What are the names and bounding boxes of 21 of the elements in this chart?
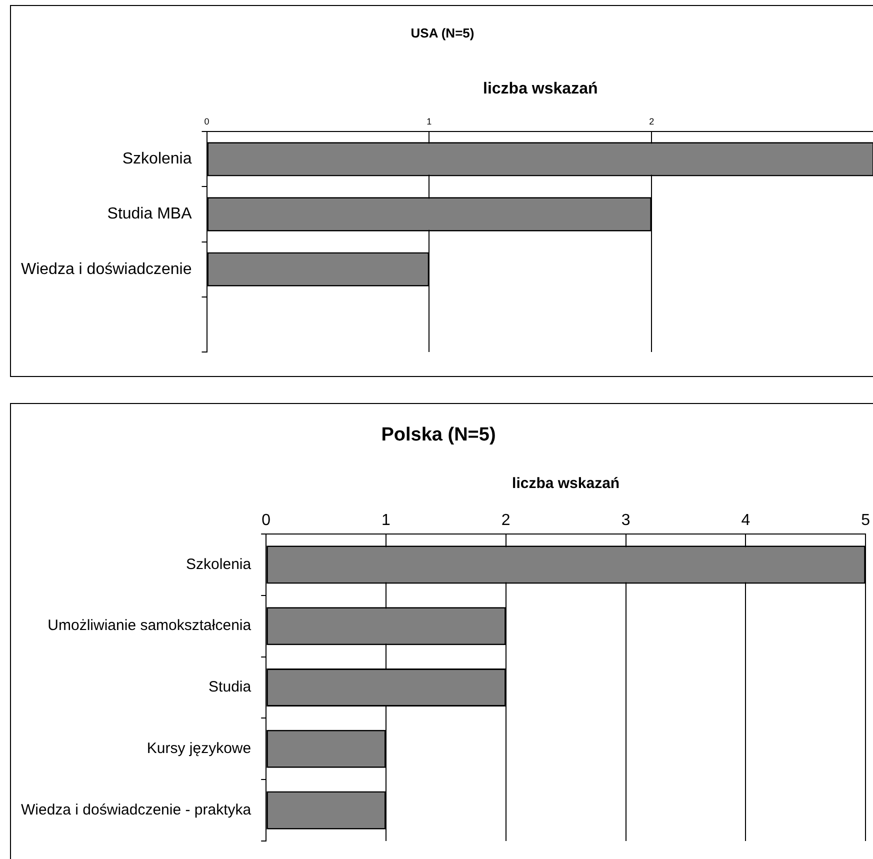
x-tick-label: 1 xyxy=(426,116,432,127)
y-tick-label: Umożliwianie samokształcenia xyxy=(48,617,252,634)
x-tick-label: 1 xyxy=(382,512,391,529)
x-axis-title: liczba wskazań xyxy=(512,474,620,492)
y-tick-label: Studia MBA xyxy=(107,206,192,223)
x-tick-label: 3 xyxy=(621,512,630,529)
y-tick-label: Wiedza i doświadczenie - praktyka xyxy=(20,801,252,818)
y-tick-label: Kursy językowe xyxy=(146,740,252,758)
x-tick-label: 5 xyxy=(861,512,870,529)
chart-title: Polska (N=5) xyxy=(381,424,496,446)
y-tick-label: Wiedza i doświadczenie xyxy=(21,260,192,278)
x-axis-title: liczba wskazań xyxy=(483,80,598,98)
y-tick-label: Szkolenia xyxy=(122,150,192,168)
x-tick-label: 2 xyxy=(501,512,510,529)
y-tick-label: Studia xyxy=(208,678,252,696)
x-tick-label: 0 xyxy=(204,116,210,127)
x-tick-label: 4 xyxy=(741,512,750,529)
chart-title: USA (N=5) xyxy=(410,25,474,40)
y-tick-label: Szkolenia xyxy=(186,556,252,573)
x-tick-label: 2 xyxy=(649,116,654,127)
x-tick-label: 0 xyxy=(262,512,271,529)
